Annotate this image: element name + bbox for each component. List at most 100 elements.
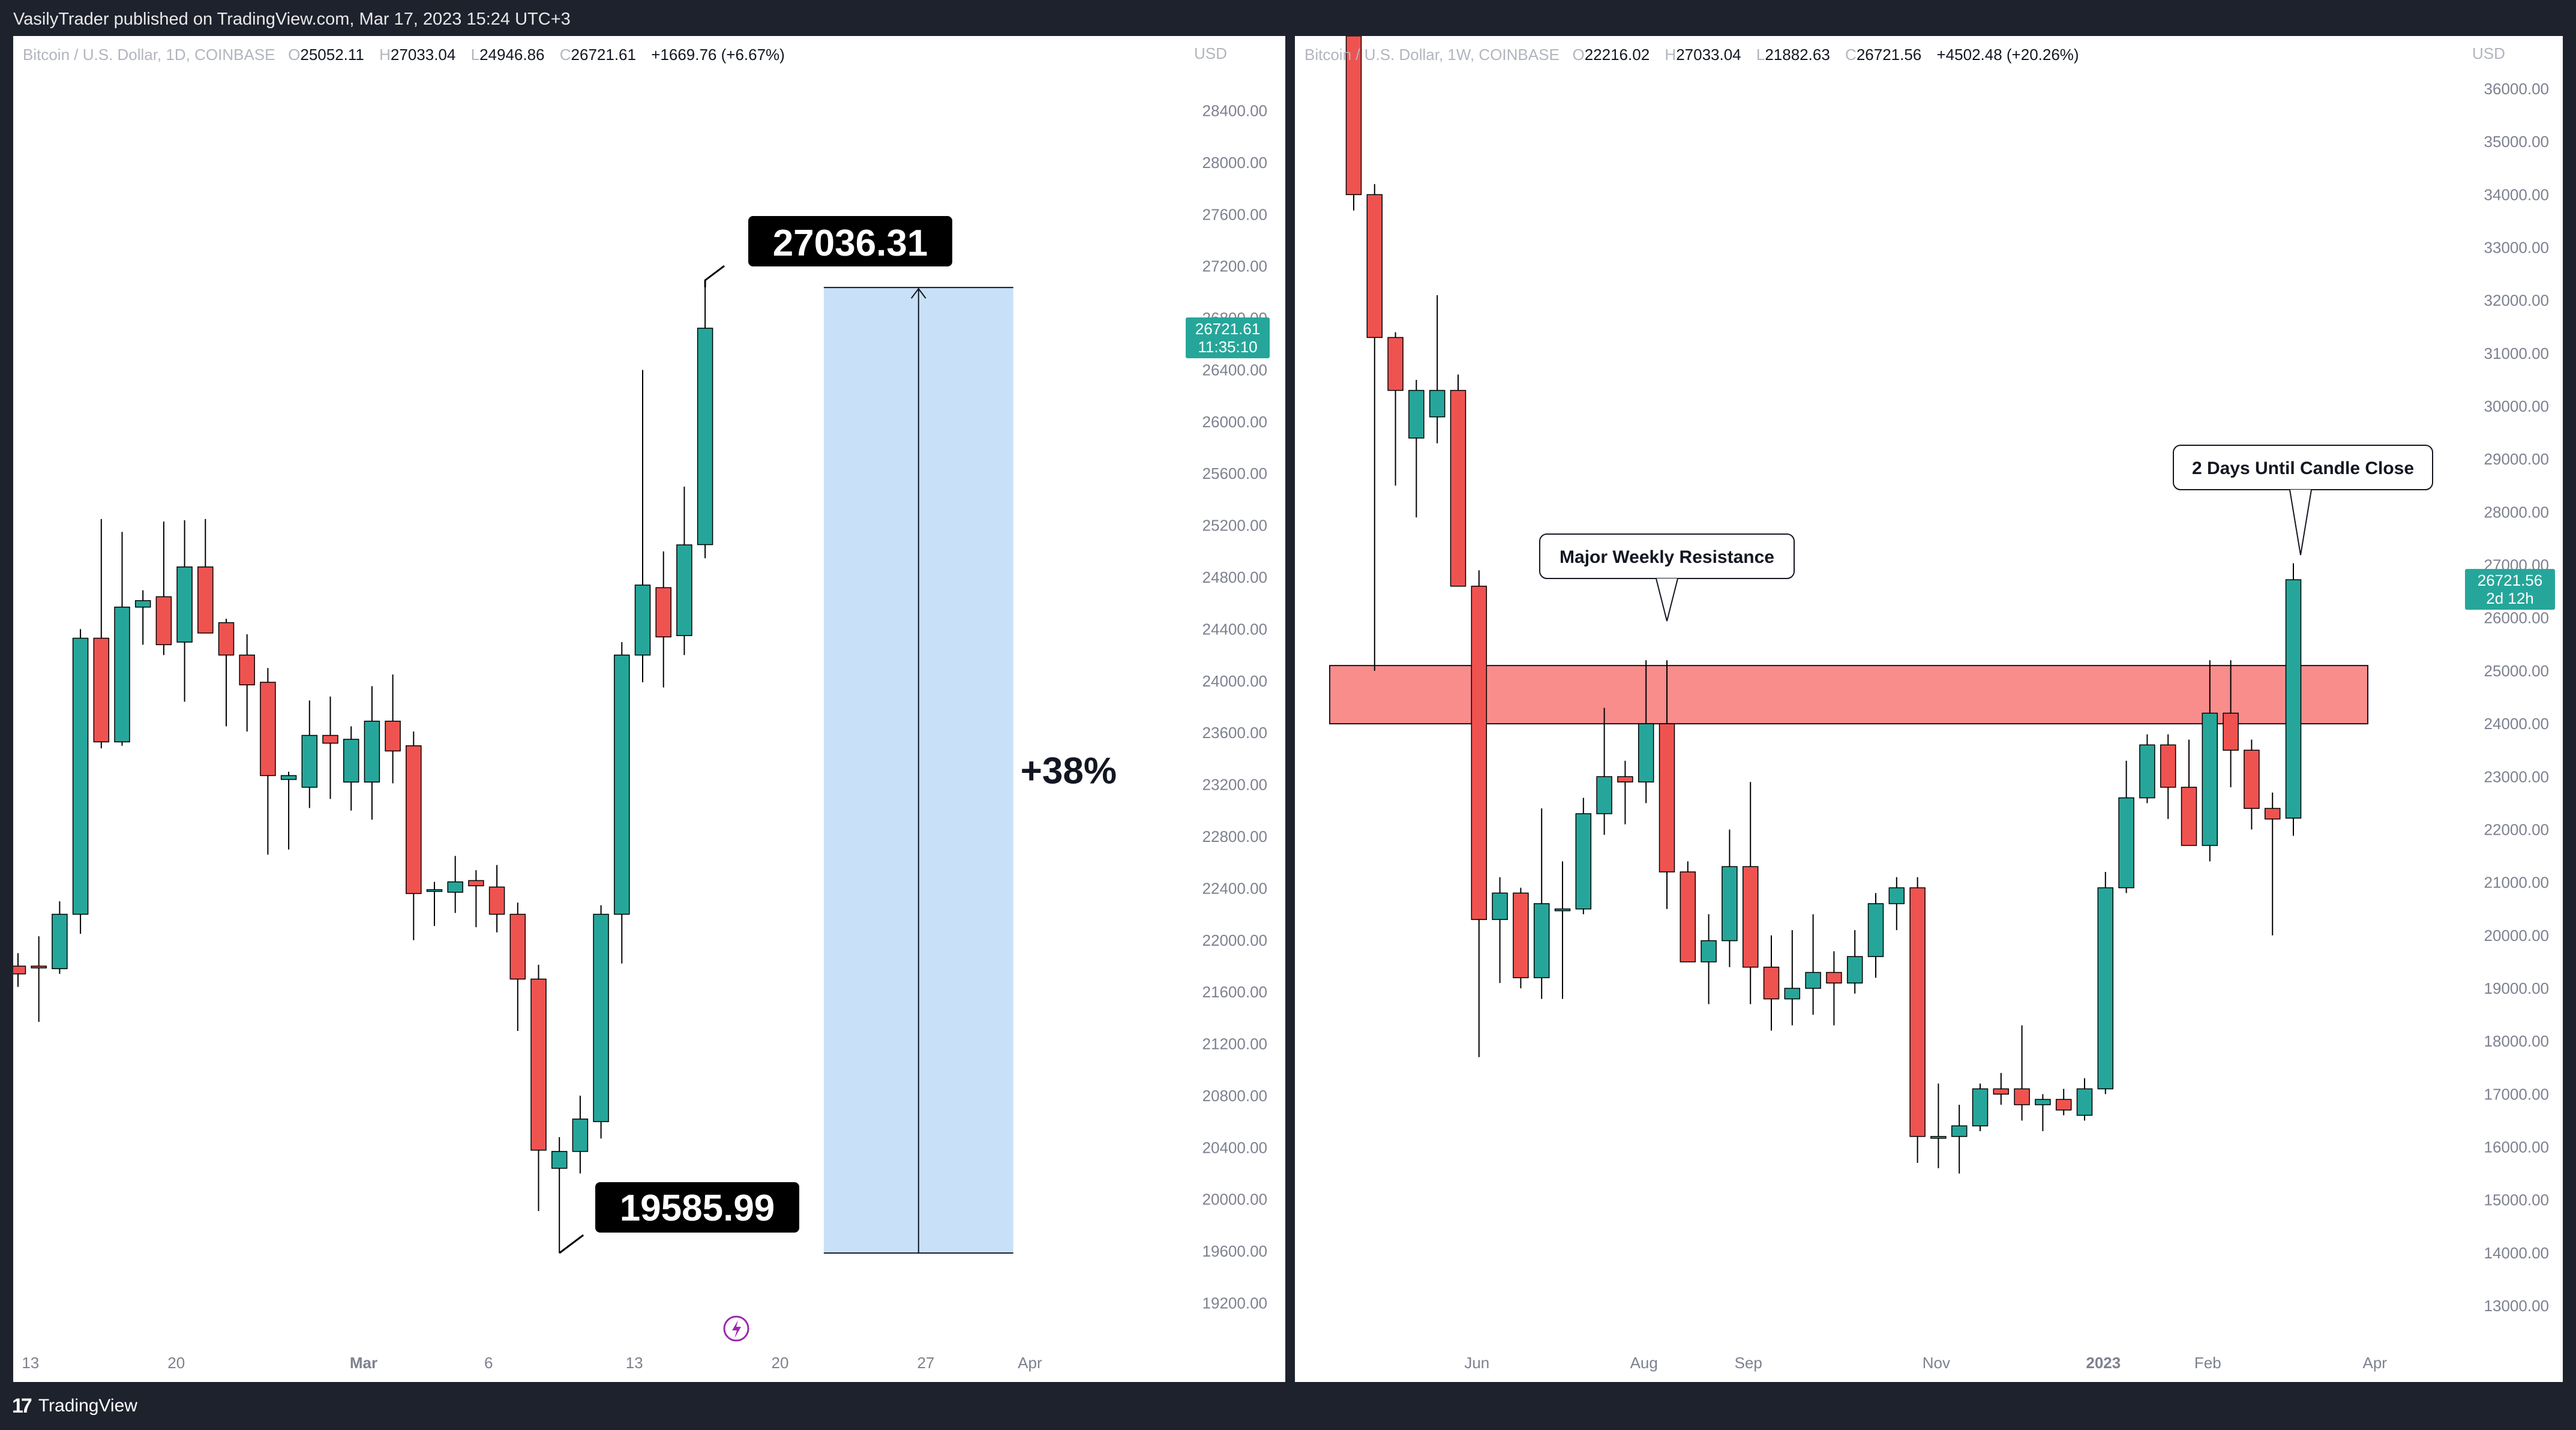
daily-chart-svg[interactable]: 28400.0028000.0027600.0027200.0026800.00… <box>13 36 1285 1382</box>
bullish-candle <box>1596 776 1612 814</box>
resistance-callout-label: Major Weekly Resistance <box>1560 547 1774 567</box>
bullish-candle <box>72 637 89 915</box>
y-tick-label: 22000.00 <box>1202 931 1267 949</box>
bearish-candle <box>218 622 235 656</box>
bullish-candle <box>614 654 630 915</box>
y-tick-label: 34000.00 <box>2484 185 2549 203</box>
bullish-candle <box>1533 903 1550 979</box>
legend-close-key: C <box>559 46 571 64</box>
x-tick-label: Nov <box>1923 1354 1950 1372</box>
bearish-candle <box>1617 776 1633 783</box>
bearish-candle <box>1763 966 1780 1000</box>
low-callout-box <box>595 1182 799 1233</box>
bullish-candle <box>1846 956 1863 984</box>
bullish-candle <box>447 881 463 893</box>
x-tick-label: Jun <box>1464 1354 1489 1372</box>
y-tick-label: 26000.00 <box>1202 413 1267 431</box>
bullish-candle <box>2097 887 2114 1090</box>
bearish-candle <box>2160 744 2176 788</box>
bullish-candle <box>2139 744 2155 799</box>
daily-chart-panel[interactable]: 28400.0028000.0027600.0027200.0026800.00… <box>13 36 1285 1382</box>
bullish-candle <box>134 600 151 608</box>
projection-arrow-head <box>910 287 926 299</box>
bearish-candle <box>385 721 401 752</box>
x-tick-label: Mar <box>350 1354 377 1372</box>
footer-bar: 17 TradingView <box>0 1382 2576 1430</box>
high-callout-pointer <box>704 265 725 288</box>
y-tick-label: 29000.00 <box>2484 450 2549 468</box>
bearish-candle <box>1680 871 1696 963</box>
price-tag-value: 26721.61 <box>1195 320 1260 338</box>
legend-symbol: Bitcoin / U.S. Dollar, 1W, COINBASE <box>1305 46 1560 64</box>
y-tick-label: 24000.00 <box>2484 715 2549 733</box>
y-tick-label: 20000.00 <box>2484 927 2549 945</box>
bullish-candle <box>2285 579 2302 819</box>
y-tick-label: 17000.00 <box>2484 1085 2549 1103</box>
bullish-candle <box>1429 389 1446 418</box>
bullish-candle <box>2035 1099 2051 1105</box>
footer-brand[interactable]: TradingView <box>38 1396 137 1416</box>
bullish-candle <box>280 775 297 780</box>
bullish-candle <box>1784 988 1801 1000</box>
legend-low-key: L <box>1756 46 1765 64</box>
bullish-candle <box>2118 797 2134 889</box>
resistance-callout-pointer <box>1656 578 1678 622</box>
bullish-candle <box>572 1119 589 1152</box>
bearish-candle <box>488 886 505 915</box>
y-tick-label: 25600.00 <box>1202 464 1267 482</box>
currency-label: USD <box>1194 44 1227 62</box>
bearish-candle <box>2181 787 2197 846</box>
y-tick-label: 30000.00 <box>2484 397 2549 415</box>
y-tick-label: 19200.00 <box>1202 1294 1267 1312</box>
x-tick-label: 13 <box>626 1354 643 1372</box>
price-tag <box>1186 317 1270 358</box>
weekly-chart-svg[interactable]: 36000.00 35000.00 34000.00 33000.00 32000.00… <box>1295 36 2563 1382</box>
bullish-candle <box>1554 908 1571 912</box>
high-callout-label: 27036.31 <box>773 223 928 264</box>
y-tick-label: 15000.00 <box>2484 1191 2549 1209</box>
x-tick-label: 20 <box>772 1354 789 1372</box>
y-tick-label: 25000.00 <box>2484 662 2549 680</box>
y-tick-label: 23200.00 <box>1202 776 1267 794</box>
y-tick-label: 13000.00 <box>2484 1297 2549 1315</box>
legend-low: 24946.86 <box>479 46 545 64</box>
publisher-header: VasilyTrader published on TradingView.co… <box>13 10 571 29</box>
high-callout-box <box>748 216 952 266</box>
bearish-candle <box>509 913 526 980</box>
bullish-candle <box>1701 940 1717 963</box>
low-callout-label: 19585.99 <box>620 1188 775 1229</box>
resistance-zone <box>1329 665 2368 725</box>
x-tick-label: Aug <box>1630 1354 1658 1372</box>
bullish-candle <box>364 721 380 783</box>
bearish-candle <box>239 654 255 686</box>
legend-symbol: Bitcoin / U.S. Dollar, 1D, COINBASE <box>23 46 275 64</box>
y-tick-label: 26400.00 <box>1202 361 1267 379</box>
bullish-candle <box>52 913 68 970</box>
legend-low-key: L <box>470 46 480 64</box>
weekly-chart-panel[interactable]: 36000.00 35000.00 34000.00 33000.00 32000.00… <box>1295 36 2563 1382</box>
price-tag-timer: 11:35:10 <box>1198 338 1257 356</box>
bullish-candle <box>1930 1136 1947 1139</box>
bullish-candle <box>1867 903 1884 957</box>
legend-low: 21882.63 <box>1765 46 1830 64</box>
bullish-candle <box>114 606 130 743</box>
legend-open: 22216.02 <box>1584 46 1650 64</box>
x-tick-label: Sep <box>1735 1354 1762 1372</box>
tradingview-logo-icon[interactable]: 17 <box>12 1394 32 1417</box>
bolt-icon <box>723 1315 749 1342</box>
x-tick-label: Feb <box>2194 1354 2221 1372</box>
y-tick-label: 24400.00 <box>1202 620 1267 638</box>
y-tick-label: 21600.00 <box>1202 983 1267 1001</box>
y-tick-label: 33000.00 <box>2484 239 2549 257</box>
bearish-candle <box>2055 1099 2072 1111</box>
bearish-candle <box>1659 723 1675 873</box>
legend-change: +4502.48 (+20.26%) <box>1936 46 2079 64</box>
bearish-candle <box>530 978 547 1151</box>
legend-high-key: H <box>379 46 391 64</box>
y-tick-label: 24800.00 <box>1202 568 1267 586</box>
y-tick-label: 23600.00 <box>1202 724 1267 742</box>
candle-close-callout-label: 2 Days Until Candle Close <box>2192 458 2414 478</box>
bearish-candle <box>406 745 422 894</box>
y-tick-label: 20800.00 <box>1202 1087 1267 1105</box>
y-tick-label: 18000.00 <box>2484 1032 2549 1050</box>
